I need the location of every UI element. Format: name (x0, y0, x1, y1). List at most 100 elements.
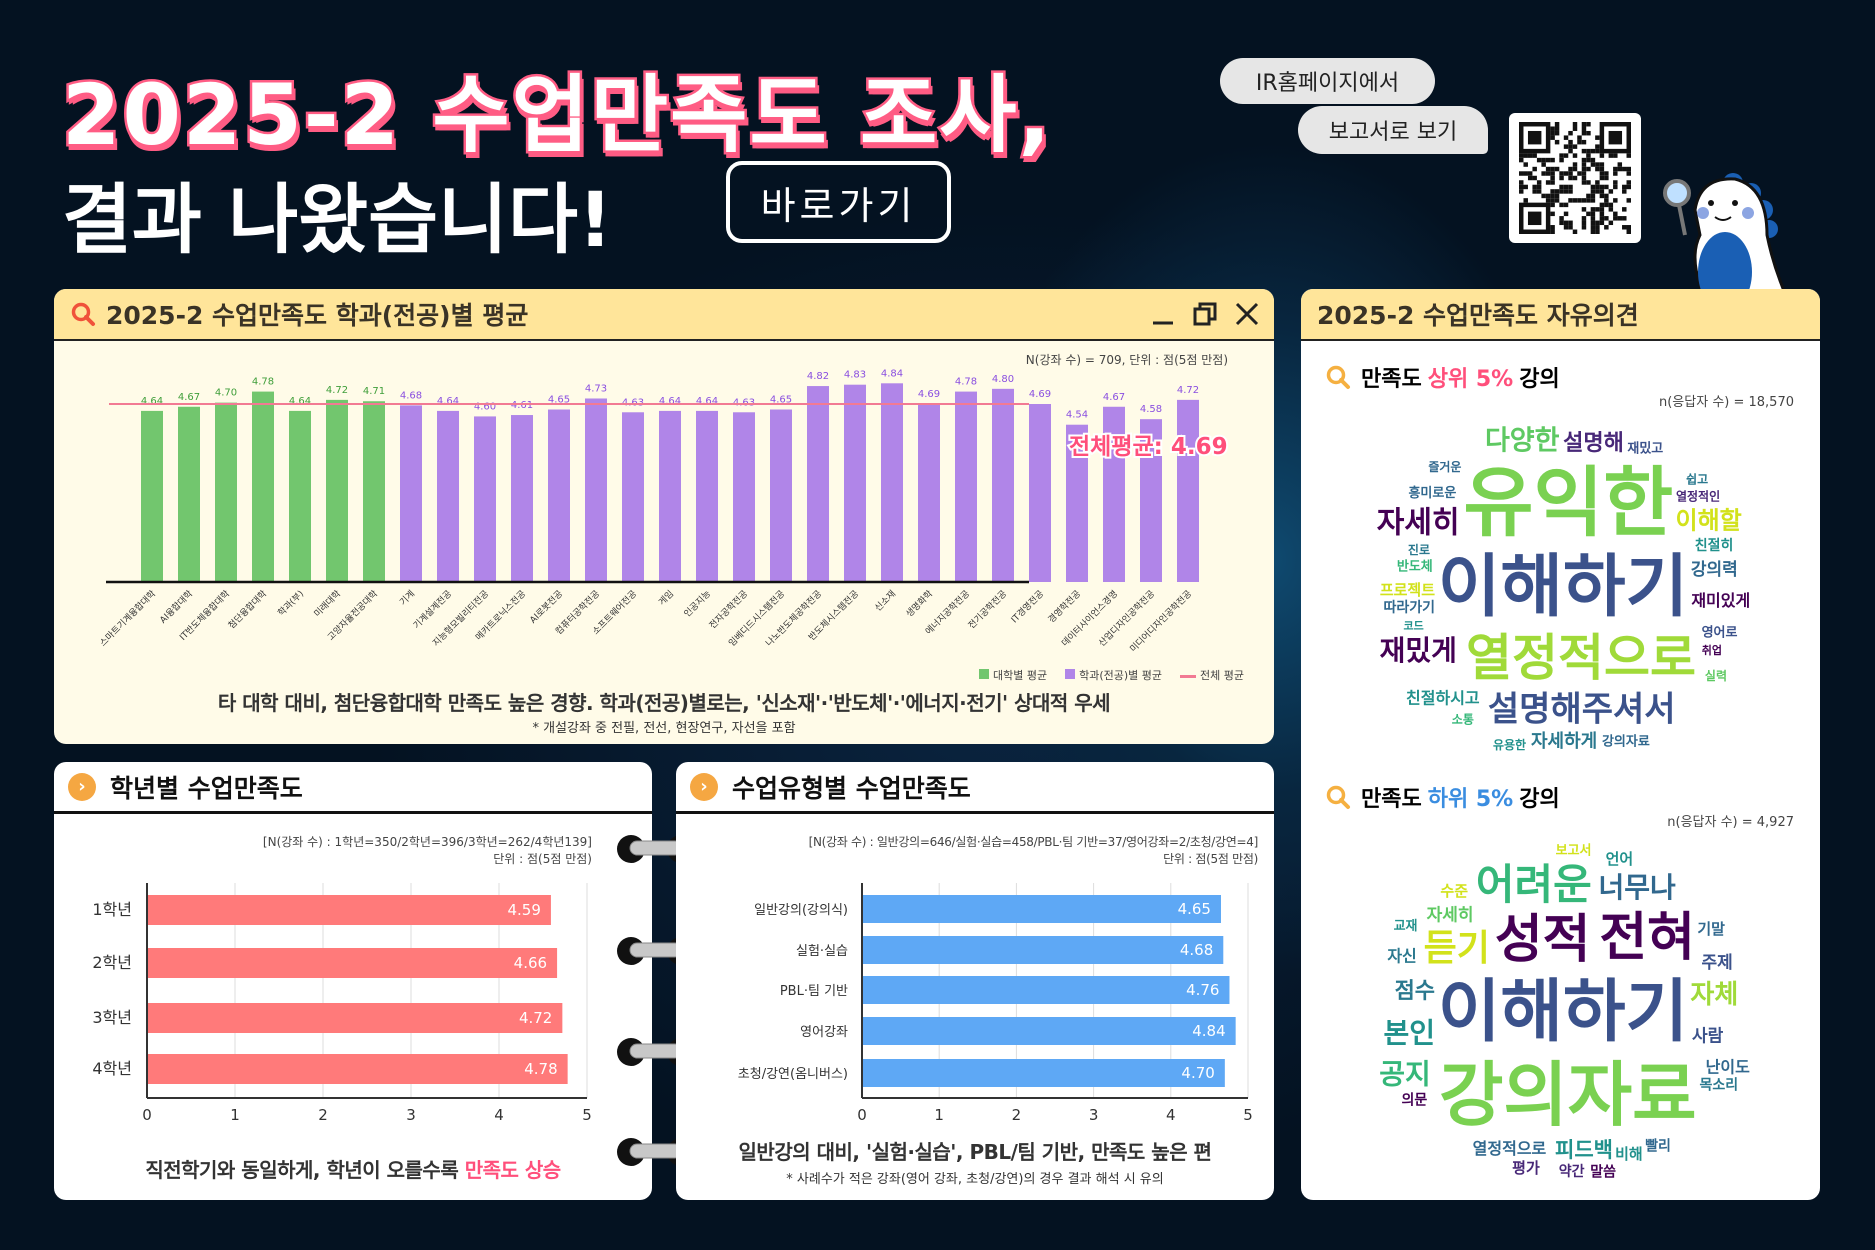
bar-major (844, 384, 866, 582)
word-cloud-word: 즐거운 (1428, 459, 1461, 474)
qr-module (1550, 135, 1555, 140)
qr-module (1626, 180, 1631, 185)
chevron-right-icon: › (68, 772, 96, 801)
close-icon[interactable] (1234, 301, 1260, 327)
qr-module (1581, 126, 1587, 131)
qr-module (1608, 153, 1614, 158)
qr-module (1581, 171, 1587, 176)
class-type-bar-chart: 0 1 2 3 4 5 4.65 일반강의(강의식) 4.68 실험·실습 4.76 PBL·팀 기반… (738, 883, 1253, 1124)
word-cloud-word: 유익한 (1463, 458, 1673, 547)
x-tick-label: 미디어디자인공학전공 (1128, 588, 1194, 654)
qr-module (1550, 211, 1555, 217)
qr-module (1599, 220, 1605, 226)
qr-module (1599, 189, 1605, 194)
word-cloud-word: 재밌고 (1627, 442, 1663, 457)
qr-code[interactable] (1509, 113, 1641, 243)
legend-average: 전체 평균 (1180, 667, 1244, 683)
qr-module (1568, 139, 1573, 145)
qr-module (1599, 207, 1605, 212)
data-label: 4.63 (622, 397, 644, 408)
qr-module (1563, 144, 1569, 149)
panel-title: 학년별 수업만족도 (110, 773, 303, 803)
word-cloud-word: 이해할 (1676, 507, 1742, 535)
word-cloud-word: 열정적으로 (1466, 629, 1696, 687)
qr-module (1545, 198, 1551, 203)
qr-module (1550, 193, 1555, 199)
qr-module (1595, 148, 1600, 154)
qr-module (1608, 207, 1614, 212)
qr-module (1590, 211, 1596, 217)
bar (862, 1017, 1236, 1045)
data-label: 4.60 (474, 401, 496, 412)
word-cloud-word: 따라가기 (1384, 600, 1436, 616)
qr-module (1599, 211, 1605, 217)
qr-module (1568, 189, 1573, 194)
minimize-icon[interactable] (1150, 301, 1176, 327)
x-tick-label: 첨단융합대학 (226, 588, 269, 631)
search-icon (71, 302, 95, 326)
qr-module (1523, 171, 1528, 176)
qr-module (1626, 166, 1631, 172)
qr-module (1550, 157, 1555, 163)
qr-module (1577, 171, 1582, 176)
data-label: 4.66 (514, 954, 547, 972)
qr-module (1590, 162, 1596, 167)
qr-module (1550, 229, 1555, 234)
bar-major (770, 409, 792, 582)
qr-module (1559, 202, 1564, 208)
word-cloud-word: 자세히 (1377, 506, 1460, 541)
qr-module (1568, 171, 1573, 176)
qr-module (1554, 130, 1560, 136)
qr-module (1568, 198, 1573, 203)
bar-major (918, 404, 940, 582)
data-label: 4.63 (733, 397, 755, 408)
qr-module (1572, 153, 1578, 158)
qr-module (1545, 193, 1551, 199)
bar (862, 1059, 1225, 1087)
qr-module (1586, 180, 1591, 185)
chevron-right-icon: › (690, 772, 718, 801)
legend-college: 대학별 평균 (978, 667, 1047, 683)
data-label: 4.70 (215, 388, 237, 399)
word-cloud-word: 실력 (1705, 668, 1727, 683)
qr-module (1519, 184, 1524, 190)
qr-module (1559, 216, 1564, 221)
word-cloud-word: 열정적으로 (1473, 1139, 1547, 1158)
qr-module (1586, 122, 1591, 127)
word-cloud-word: 설명해 (1563, 431, 1624, 456)
bar-major (807, 386, 829, 582)
qr-module (1568, 225, 1573, 230)
qr-module (1550, 202, 1555, 208)
qr-module (1581, 216, 1587, 221)
bar-major (992, 388, 1014, 582)
page-title: 2025-2 수업만족도 조사, (59, 64, 1053, 167)
qr-module (1527, 171, 1533, 176)
class-type-satisfaction-panel: › 수업유형별 수업만족도 [N(강좌 수) : 일반강의=646/실험·실습=4… (676, 762, 1274, 1200)
qr-module (1527, 153, 1533, 158)
data-label: 4.64 (696, 396, 718, 407)
bar-major (474, 416, 496, 582)
word-cloud-word: 코드 (1404, 619, 1424, 632)
bar (147, 1003, 563, 1033)
qr-module (1559, 220, 1564, 226)
data-label: 4.80 (992, 374, 1014, 385)
bar-major (696, 410, 718, 582)
qr-module (1599, 162, 1605, 167)
word-cloud-word: 이해하기 (1438, 973, 1688, 1052)
qr-module (1523, 184, 1528, 190)
goto-button[interactable]: 바로가기 (726, 161, 951, 243)
qr-module (1581, 148, 1587, 154)
word-cloud-word: 언어 (1606, 850, 1634, 868)
restore-icon[interactable] (1192, 301, 1218, 327)
qr-module (1581, 225, 1587, 230)
overall-average-label: 전체평균: 4.69 (1067, 432, 1230, 462)
x-tick-label: 1 (934, 1106, 944, 1124)
word-cloud-word: 영어로 (1702, 624, 1738, 640)
x-tick-label: 생명화학 (904, 588, 935, 619)
data-label: 4.78 (252, 377, 274, 388)
qr-module (1541, 171, 1546, 176)
qr-module (1613, 184, 1618, 190)
qr-module (1595, 220, 1600, 226)
word-cloud-word: 전혀 (1599, 908, 1695, 968)
